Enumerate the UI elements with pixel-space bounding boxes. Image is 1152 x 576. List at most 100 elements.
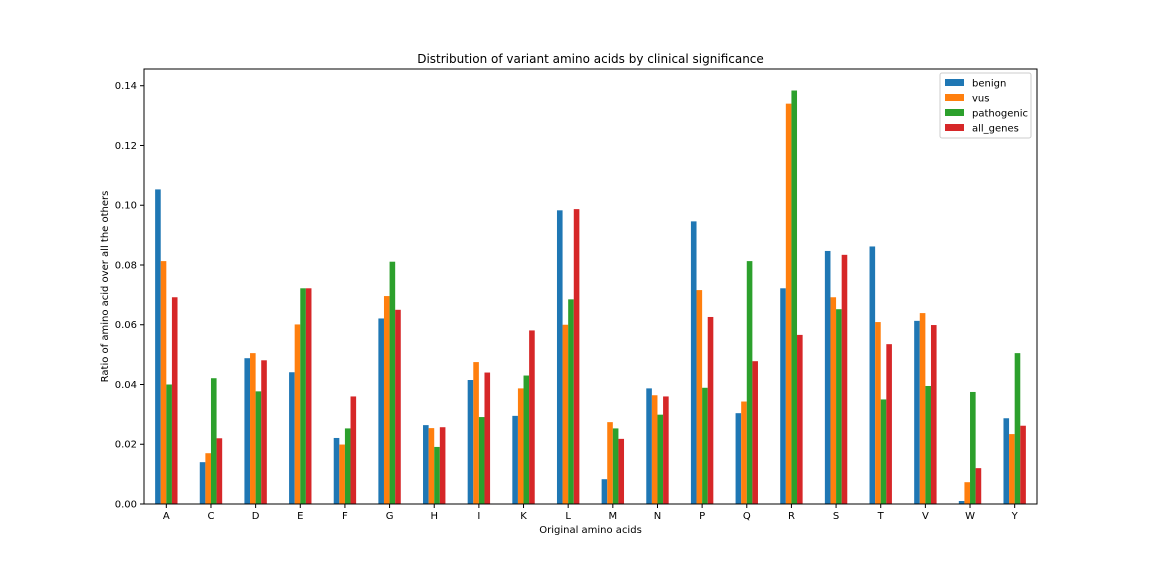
bar-pathogenic-W bbox=[970, 391, 976, 504]
y-tick-label: 0.02 bbox=[115, 440, 137, 451]
bar-benign-N bbox=[646, 388, 652, 504]
bar-all_genes-E bbox=[305, 288, 312, 504]
legend-label-pathogenic: pathogenic bbox=[972, 109, 1028, 120]
bar-all_genes-Q bbox=[752, 361, 758, 504]
legend-swatch-benign bbox=[945, 79, 964, 86]
bar-benign-Y bbox=[1003, 418, 1010, 504]
bar-benign-R bbox=[780, 288, 786, 504]
x-tick-label: W bbox=[965, 511, 975, 522]
bar-pathogenic-E bbox=[300, 288, 306, 504]
bar-all_genes-K bbox=[529, 330, 535, 504]
plot-area-frame bbox=[143, 68, 1038, 505]
x-tick-label: S bbox=[833, 511, 839, 522]
x-tick-label: E bbox=[297, 511, 303, 522]
x-tick-label: D bbox=[252, 511, 260, 522]
legend-label-all_genes: all_genes bbox=[972, 124, 1019, 135]
bar-all_genes-S bbox=[841, 254, 848, 504]
bar-benign-C bbox=[199, 462, 206, 504]
bar-all_genes-P bbox=[707, 316, 714, 504]
bars-group bbox=[155, 90, 1026, 505]
bar-vus-I bbox=[473, 362, 479, 504]
bar-benign-V bbox=[914, 320, 920, 504]
bar-pathogenic-F bbox=[344, 428, 351, 504]
bar-all_genes-A bbox=[171, 297, 178, 504]
bar-vus-Y bbox=[1009, 434, 1015, 504]
x-axis-label: Original amino acids bbox=[539, 525, 642, 536]
x-tick-label: C bbox=[207, 511, 214, 522]
x-tick-label: I bbox=[477, 511, 480, 522]
bar-benign-W bbox=[958, 501, 965, 504]
bar-all_genes-F bbox=[350, 396, 357, 504]
bar-benign-A bbox=[155, 189, 161, 504]
y-tick-label: 0.06 bbox=[115, 320, 137, 331]
bar-vus-S bbox=[830, 297, 837, 504]
bar-all_genes-V bbox=[930, 325, 937, 504]
bar-vus-N bbox=[651, 395, 658, 504]
bar-all_genes-H bbox=[439, 427, 446, 504]
y-axis-label: Ratio of amino acid over all the others bbox=[100, 191, 111, 383]
bar-vus-W bbox=[964, 482, 971, 504]
bar-pathogenic-D bbox=[255, 391, 262, 504]
bar-all_genes-I bbox=[484, 372, 491, 504]
bar-all_genes-N bbox=[663, 396, 669, 504]
bar-vus-P bbox=[696, 290, 703, 504]
bar-vus-H bbox=[428, 428, 435, 504]
bar-all_genes-W bbox=[975, 468, 982, 504]
bar-benign-M bbox=[601, 479, 608, 504]
bar-vus-L bbox=[562, 324, 569, 504]
y-tick-label: 0.14 bbox=[115, 81, 137, 92]
x-tick-label: A bbox=[163, 511, 170, 522]
bar-all_genes-Y bbox=[1020, 425, 1026, 504]
bar-pathogenic-M bbox=[612, 428, 619, 504]
bar-vus-C bbox=[205, 453, 211, 504]
x-tick-label: G bbox=[386, 511, 394, 522]
bar-all_genes-R bbox=[797, 334, 803, 504]
x-tick-label: P bbox=[699, 511, 705, 522]
x-tick-label: K bbox=[520, 511, 527, 522]
x-tick-label: M bbox=[609, 511, 618, 522]
bar-vus-F bbox=[339, 444, 345, 504]
bar-benign-G bbox=[378, 318, 384, 504]
bar-all_genes-M bbox=[618, 438, 625, 504]
legend-box bbox=[939, 72, 1032, 139]
bar-benign-D bbox=[244, 358, 251, 504]
legend-label-vus: vus bbox=[972, 94, 989, 105]
bar-benign-I bbox=[467, 380, 474, 504]
bar-pathogenic-N bbox=[657, 414, 664, 504]
bar-vus-D bbox=[250, 353, 256, 504]
y-axis: 0.00 0.02 0.04 0.06 0.08 0.10 0.12 0.14 bbox=[115, 81, 144, 511]
x-tick-label: V bbox=[922, 511, 929, 522]
bar-pathogenic-L bbox=[568, 299, 574, 504]
bar-benign-S bbox=[824, 250, 831, 504]
bar-pathogenic-I bbox=[478, 417, 485, 504]
bar-pathogenic-R bbox=[791, 90, 798, 504]
y-tick-label: 0.08 bbox=[115, 260, 137, 271]
y-tick-label: 0.00 bbox=[115, 500, 137, 511]
bar-pathogenic-G bbox=[389, 261, 396, 504]
x-tick-label: H bbox=[430, 511, 438, 522]
y-tick-label: 0.10 bbox=[115, 201, 137, 212]
bar-pathogenic-Q bbox=[746, 261, 753, 504]
bar-benign-L bbox=[556, 210, 563, 504]
bar-vus-T bbox=[875, 322, 881, 504]
chart-title: Distribution of variant amino acids by c… bbox=[417, 52, 764, 66]
x-tick-label: T bbox=[877, 511, 885, 522]
y-tick-label: 0.12 bbox=[115, 141, 137, 152]
bar-vus-K bbox=[517, 388, 524, 504]
legend-label-benign: benign bbox=[972, 79, 1006, 90]
bar-benign-H bbox=[423, 425, 429, 504]
bar-vus-A bbox=[160, 261, 167, 504]
legend-swatch-vus bbox=[945, 94, 964, 101]
bar-pathogenic-P bbox=[702, 387, 708, 504]
bar-vus-G bbox=[383, 296, 390, 504]
bar-vus-M bbox=[607, 422, 613, 504]
bar-pathogenic-H bbox=[434, 446, 440, 504]
y-tick-label: 0.04 bbox=[115, 380, 137, 391]
bar-pathogenic-T bbox=[880, 399, 887, 504]
bar-pathogenic-C bbox=[210, 378, 217, 504]
bar-vus-E bbox=[294, 324, 301, 504]
bar-benign-Q bbox=[735, 413, 742, 504]
bar-pathogenic-S bbox=[836, 309, 842, 504]
legend-swatch-all_genes bbox=[945, 124, 964, 131]
